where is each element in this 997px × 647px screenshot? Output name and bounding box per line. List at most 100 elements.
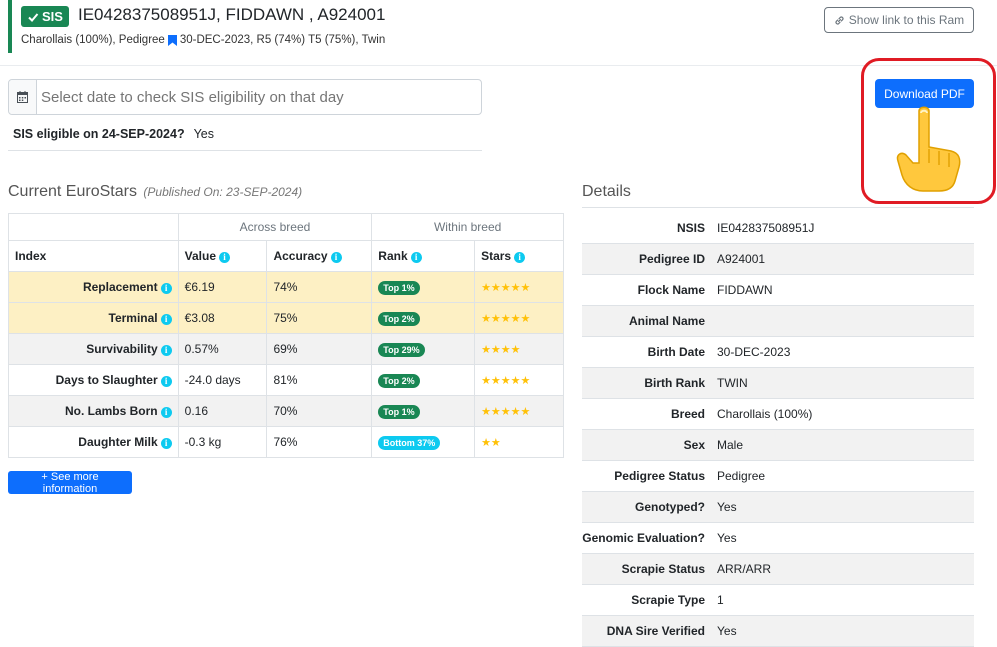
details-label: Birth Date (647, 345, 705, 359)
stars-cell: ★★★★★ (474, 271, 564, 303)
details-value: IE042837508951J (717, 221, 815, 235)
details-row: Sex Male (582, 430, 974, 461)
col-stars-label: Stars (481, 249, 512, 263)
table-row: Days to Slaughter i -24.0 days 81% Top 2%… (8, 364, 564, 396)
index-cell: No. Lambs Born i (8, 395, 179, 427)
details-value: Yes (717, 624, 737, 638)
header-accent-bar (8, 0, 12, 53)
details-label: Pedigree ID (638, 252, 705, 266)
sis-badge-label: SIS (42, 9, 63, 24)
details-row: Genotyped? Yes (582, 492, 974, 523)
info-icon[interactable]: i (410, 252, 422, 263)
rank-badge: Top 29% (378, 342, 425, 357)
eurostars-title: Current EuroStars (Published On: 23-SEP-… (8, 183, 302, 201)
index-label: Replacement (82, 280, 158, 294)
page-title: IE042837508951J, FIDDAWN , A924001 (78, 5, 386, 24)
show-link-label: Show link to this Ram (848, 13, 965, 27)
pointing-hand-icon (896, 106, 961, 192)
value-cell: €6.19 (177, 271, 268, 303)
rank-cell: Top 1% (371, 271, 476, 303)
show-link-button[interactable]: Show link to this Ram (824, 7, 974, 33)
eligibility-answer: Yes (193, 127, 214, 141)
sis-badge: SIS (21, 6, 69, 27)
value-cell: 0.16 (177, 395, 268, 427)
table-row: Daughter Milk i -0.3 kg 76% Bottom 37% ★★ (8, 426, 564, 458)
eurostars-table: Across breed Within breed Index Value i A… (8, 213, 564, 458)
details-value: Charollais (100%) (717, 407, 813, 421)
stars-cell: ★★★★★ (474, 302, 564, 334)
eligibility-status: SIS eligible on 24-SEP-2024? Yes (13, 127, 214, 141)
index-label: Daughter Milk (78, 435, 158, 449)
info-icon[interactable]: i (514, 252, 526, 263)
accuracy-cell: 75% (266, 302, 373, 334)
eurostars-published: (Published On: 23-SEP-2024) (143, 185, 303, 199)
info-icon[interactable]: i (160, 283, 172, 294)
bookmark-icon (167, 34, 177, 46)
rank-badge: Bottom 37% (378, 435, 441, 450)
info-icon[interactable]: i (160, 438, 172, 449)
rank-cell: Top 2% (371, 364, 476, 396)
details-value: 1 (717, 593, 724, 607)
see-more-button[interactable]: + See more information (8, 471, 132, 495)
download-pdf-button[interactable]: Download PDF (875, 79, 974, 108)
index-label: Days to Slaughter (55, 373, 158, 387)
details-row: Pedigree ID A924001 (582, 244, 974, 275)
star-rating: ★★★★★ (481, 282, 531, 294)
details-row: Breed Charollais (100%) (582, 399, 974, 430)
stars-cell: ★★★★★ (474, 364, 564, 396)
details-value: 30-DEC-2023 (717, 345, 791, 359)
info-icon[interactable]: i (160, 345, 172, 356)
link-icon (835, 15, 844, 25)
page-subtitle: Charollais (100%), Pedigree 30-DEC-2023,… (21, 34, 385, 46)
group-across-breed: Across breed (177, 213, 373, 241)
info-icon[interactable]: i (160, 376, 172, 387)
check-icon (28, 12, 39, 22)
table-row: Replacement i €6.19 74% Top 1% ★★★★★ (8, 271, 564, 303)
group-header-row: Across breed Within breed (8, 213, 564, 241)
stars-cell: ★★ (474, 426, 564, 458)
details-label: Birth Rank (644, 376, 705, 390)
col-rank: Rank i (371, 240, 476, 272)
eligibility-divider (8, 150, 482, 151)
col-index-label: Index (15, 249, 47, 263)
subtitle-breed: Charollais (100%), Pedigree (21, 34, 165, 46)
calendar-icon[interactable] (9, 80, 37, 114)
rank-badge: Top 1% (378, 280, 420, 295)
details-divider (582, 207, 974, 208)
group-header-blank (8, 213, 179, 241)
details-row: Pedigree Status Pedigree (582, 461, 974, 492)
info-icon[interactable]: i (160, 407, 172, 418)
details-value: Male (717, 438, 744, 452)
details-value: A924001 (717, 252, 766, 266)
rank-badge: Top 2% (378, 311, 420, 326)
accuracy-cell: 69% (266, 333, 373, 365)
table-row: Survivability i 0.57% 69% Top 29% ★★★★ (8, 333, 564, 365)
header-divider (0, 65, 997, 66)
details-label: DNA Sire Verified (606, 624, 705, 638)
index-cell: Daughter Milk i (8, 426, 179, 458)
col-accuracy-label: Accuracy (273, 249, 328, 263)
eurostars-heading: Current EuroStars (8, 183, 137, 200)
accuracy-cell: 74% (266, 271, 373, 303)
rank-cell: Top 29% (371, 333, 476, 365)
index-label: Terminal (108, 311, 158, 325)
index-cell: Replacement i (8, 271, 179, 303)
info-icon[interactable]: i (330, 252, 342, 263)
info-icon[interactable]: i (219, 252, 230, 263)
index-label: No. Lambs Born (64, 404, 158, 418)
details-label: Animal Name (628, 314, 705, 328)
col-value-label: Value (184, 249, 216, 263)
index-cell: Terminal i (8, 302, 179, 334)
details-value: ARR/ARR (717, 562, 772, 576)
details-title: Details (582, 183, 631, 200)
eligibility-question: SIS eligible on 24-SEP-2024? (13, 127, 185, 141)
accuracy-cell: 70% (266, 395, 373, 427)
accuracy-cell: 76% (266, 426, 373, 458)
rank-badge: Top 1% (378, 404, 420, 419)
subtitle-details: 30-DEC-2023, R5 (74%) T5 (75%), Twin (179, 34, 386, 46)
info-icon[interactable]: i (160, 314, 172, 325)
eligibility-date-input[interactable] (37, 80, 481, 114)
details-value: FIDDAWN (717, 283, 773, 297)
accuracy-cell: 81% (266, 364, 373, 396)
star-rating: ★★ (481, 437, 501, 449)
